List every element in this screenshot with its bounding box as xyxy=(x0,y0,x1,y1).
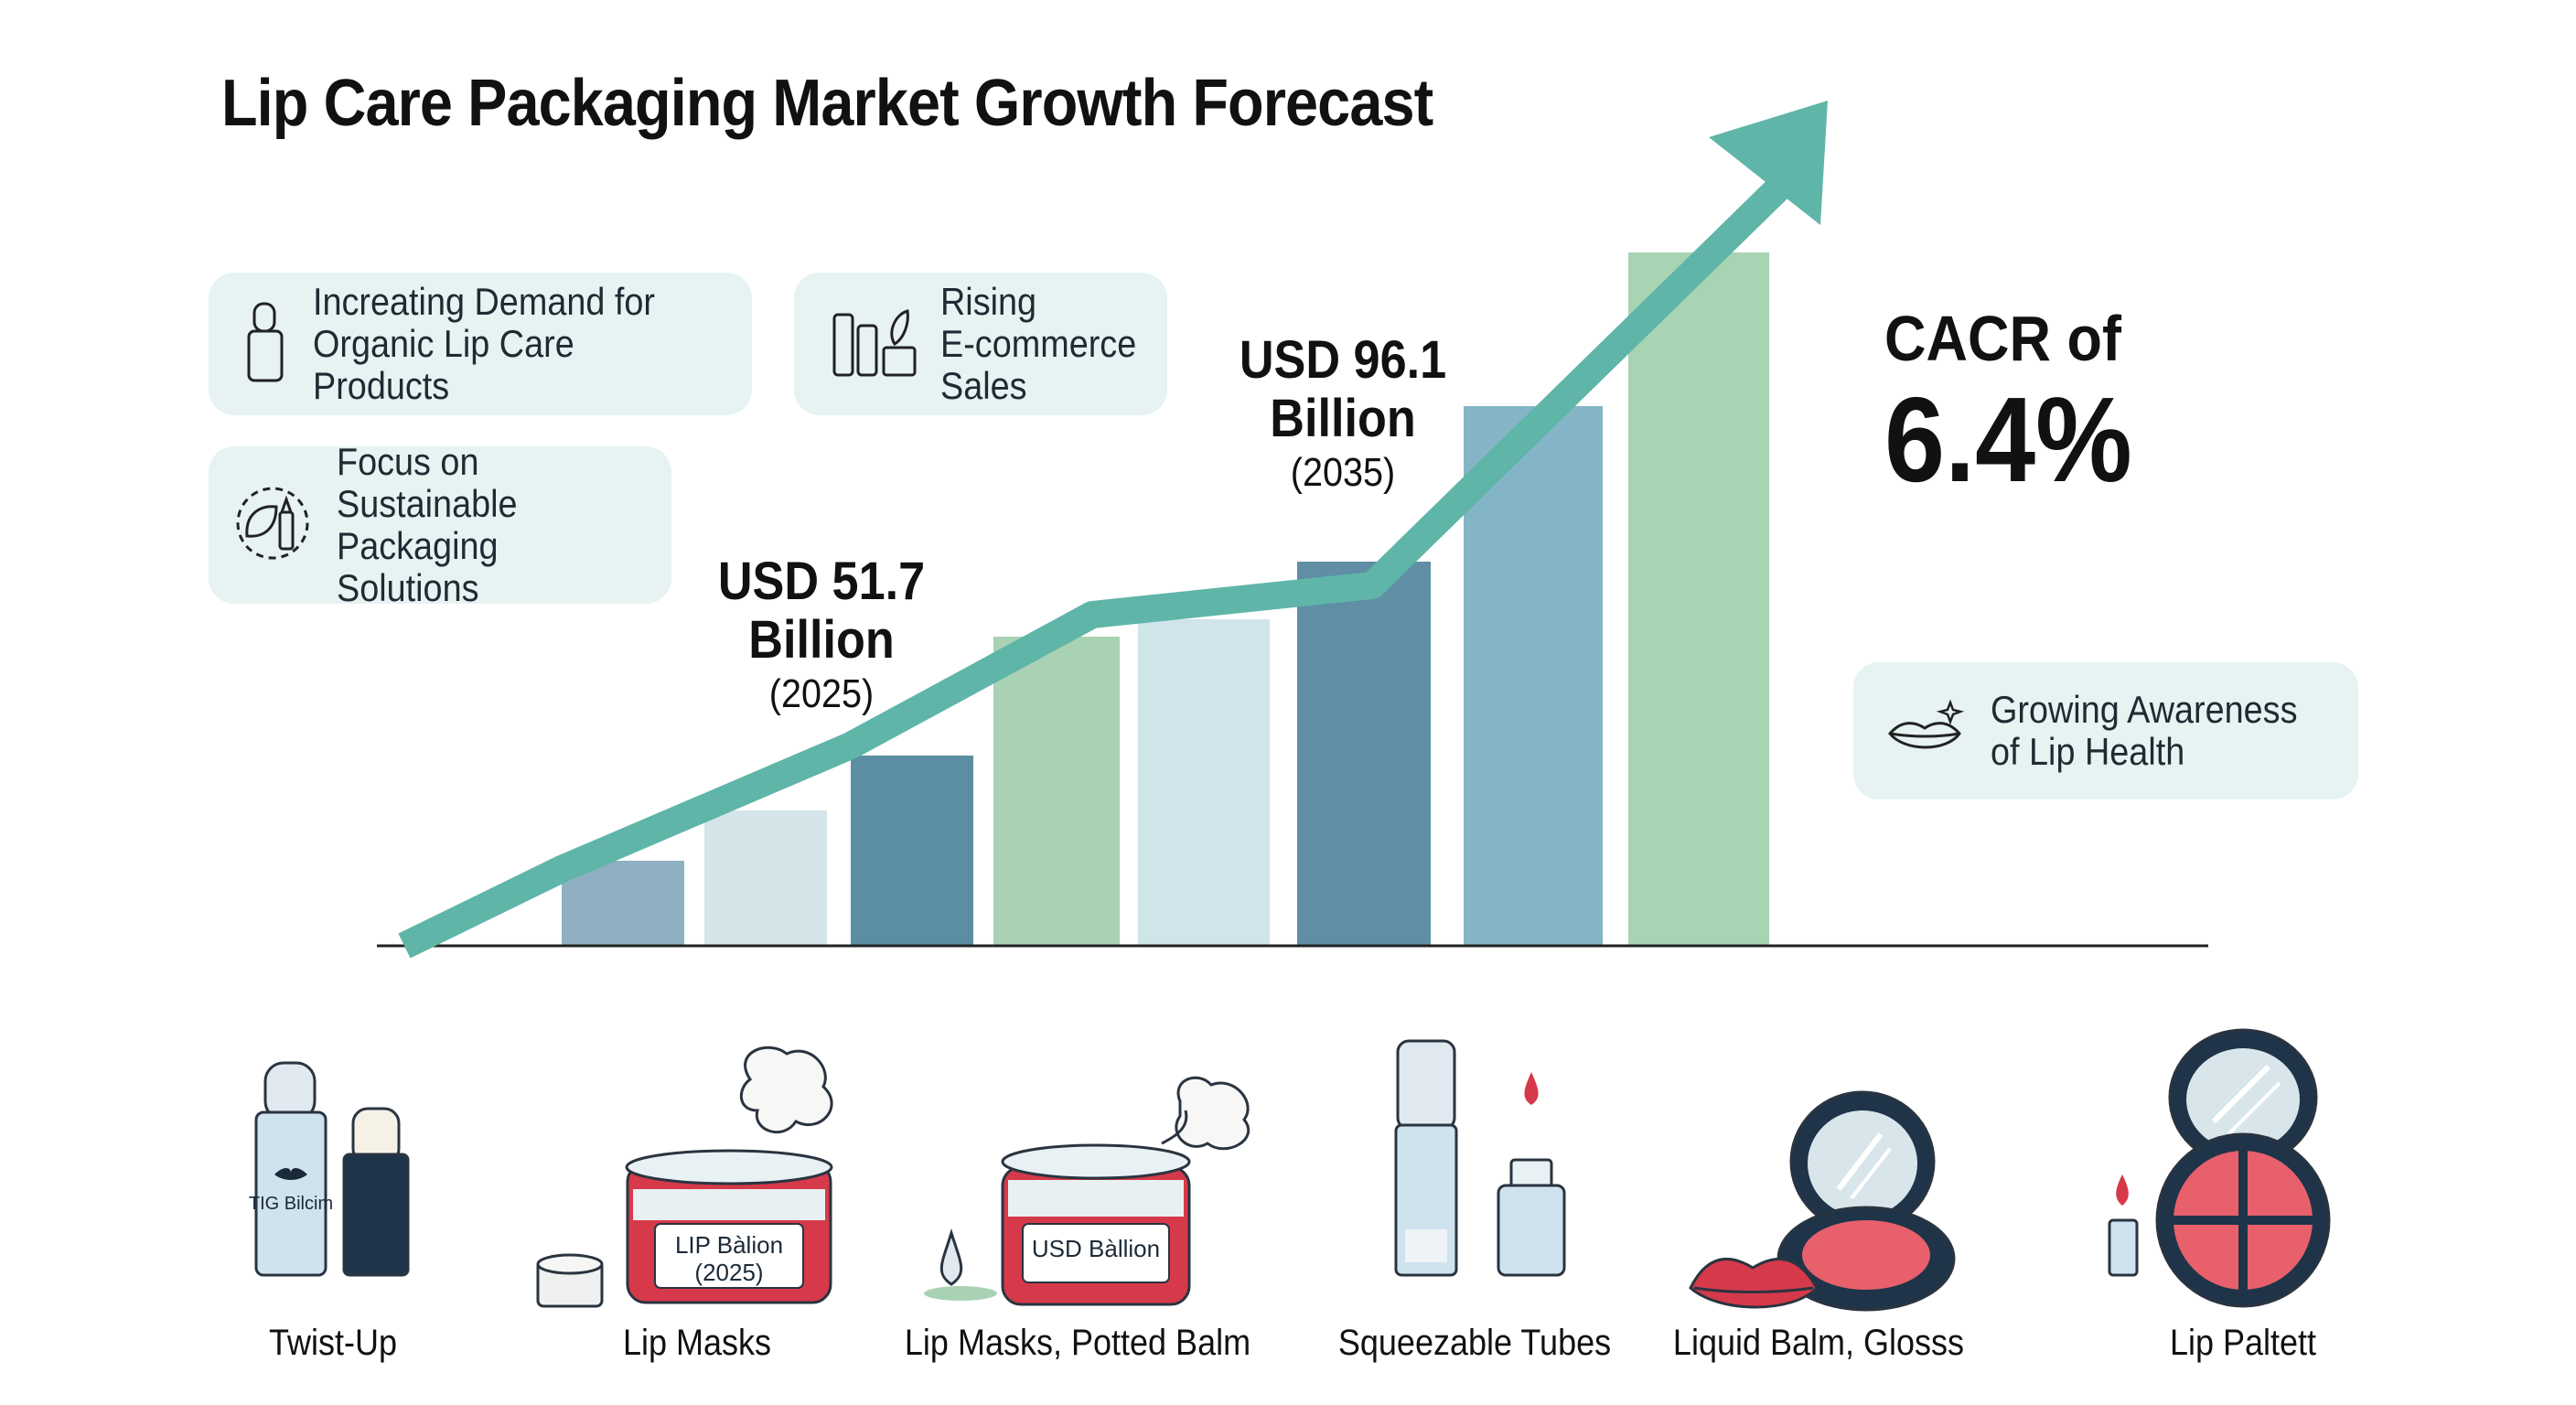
bar-6 xyxy=(1297,562,1431,946)
package-label-squeezable-tubes: Squeezable Tubes xyxy=(1337,1323,1612,1363)
lips-icon xyxy=(1886,697,1965,766)
package-label-liquid-balm: Liquid Balm, Glosss xyxy=(1672,1323,1965,1363)
driver-card-sustainable: Focus on Sustainable Packaging Solutions xyxy=(209,441,671,609)
driver-text: Increating Demand for Organic Lip Care P… xyxy=(313,280,656,407)
driver-text: Growing Awareness of Lip Health xyxy=(1991,688,2298,773)
package-label-lip-palette: Lip Paltett xyxy=(2169,1323,2317,1363)
driver-card-organic-demand: Increating Demand for Organic Lip Care P… xyxy=(209,273,752,415)
annotation-unit: Billion xyxy=(748,610,895,670)
package-label-twist-up: Twist-Up xyxy=(268,1323,398,1363)
driver-card-ecommerce: Rising E-commerce Sales xyxy=(794,273,1167,415)
bar-5 xyxy=(1138,619,1270,946)
annotation-value: USD 96.1 xyxy=(1239,330,1447,390)
annotation-year: (2035) xyxy=(1290,450,1396,495)
bar-3 xyxy=(851,756,973,946)
page-title: Lip Care Packaging Market Growth Forecas… xyxy=(221,67,1433,140)
cagr-value: 6.4% xyxy=(1884,372,2132,507)
driver-text: Rising E-commerce Sales xyxy=(940,280,1137,407)
package-label-lip-masks: Lip Masks xyxy=(622,1323,772,1363)
driver-card-lip-health: Growing Awareness of Lip Health xyxy=(1853,662,2358,799)
annotation-2025: USD 51.7 Billion (2025) xyxy=(704,552,939,719)
annotation-value: USD 51.7 xyxy=(717,552,926,611)
cagr-label: CACR of xyxy=(1884,303,2121,374)
leaf-gear-icon xyxy=(229,479,317,572)
e-commerce-bottles-icon xyxy=(831,306,918,383)
bar-4 xyxy=(993,637,1120,946)
annotation-year: (2025) xyxy=(768,671,875,716)
annotation-2035: USD 96.1 Billion (2035) xyxy=(1226,331,1460,498)
bar-7 xyxy=(1464,406,1603,946)
package-label-potted-balm: Lip Masks, Potted Balm xyxy=(904,1323,1251,1363)
bar-2 xyxy=(704,810,827,946)
trend-arrowhead xyxy=(1709,101,1828,225)
driver-text: Focus on Sustainable Packaging Solutions xyxy=(337,440,518,609)
annotation-unit: Billion xyxy=(1270,389,1416,448)
trend-line xyxy=(398,173,1794,959)
bar-8 xyxy=(1628,252,1769,946)
lip-balm-tube-icon xyxy=(245,300,285,389)
